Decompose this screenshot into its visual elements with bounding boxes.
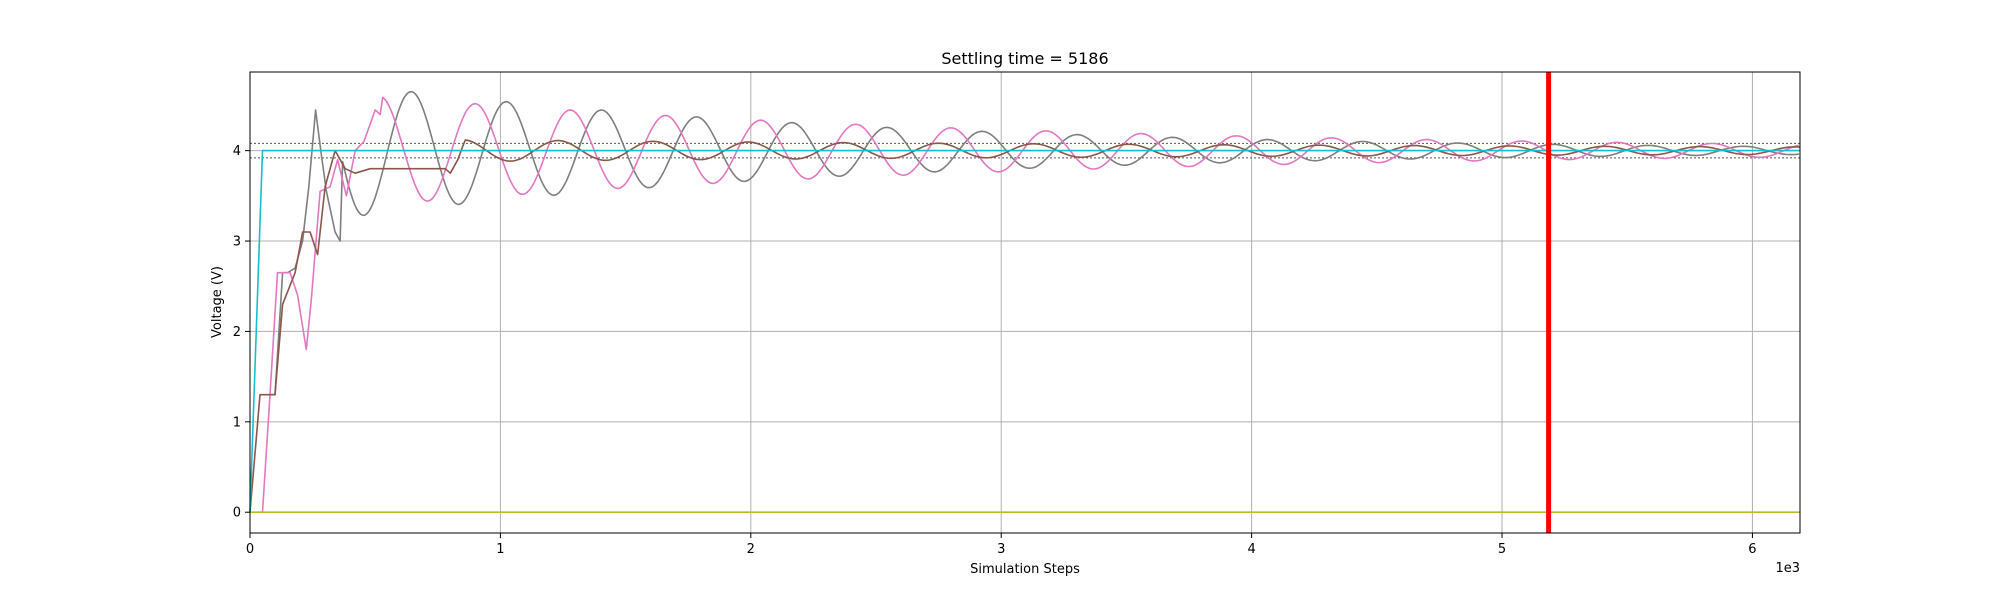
plot-frame xyxy=(249,71,1801,534)
chart-title: Settling time = 5186 xyxy=(941,49,1108,68)
x-tick-label: 3 xyxy=(997,542,1005,557)
y-tick-label: 4 xyxy=(233,144,241,159)
y-tick-label: 2 xyxy=(233,325,241,340)
x-axis-ticks: 0 1 2 3 4 5 6 xyxy=(246,533,1757,557)
series-line xyxy=(249,139,1800,513)
series-line xyxy=(249,149,1800,513)
y-axis-ticks: 0 1 2 3 4 xyxy=(233,144,250,521)
grid-lines xyxy=(249,72,1800,533)
series-line xyxy=(260,96,1800,513)
series-line xyxy=(270,90,1800,396)
series-lines xyxy=(249,90,1800,513)
y-tick-label: 1 xyxy=(233,415,241,430)
y-tick-label: 3 xyxy=(233,235,241,250)
x-tick-label: 0 xyxy=(246,542,254,557)
x-tick-label: 2 xyxy=(747,542,755,557)
x-tick-label: 1 xyxy=(496,542,504,557)
x-axis-label: Simulation Steps xyxy=(970,562,1080,577)
y-axis-label: Voltage (V) xyxy=(210,266,225,338)
x-tick-label: 5 xyxy=(1498,542,1506,557)
x-tick-label: 6 xyxy=(1748,542,1756,557)
y-tick-label: 0 xyxy=(233,506,241,521)
x-axis-offset-label: 1e3 xyxy=(1775,561,1800,576)
x-tick-label: 4 xyxy=(1247,542,1255,557)
